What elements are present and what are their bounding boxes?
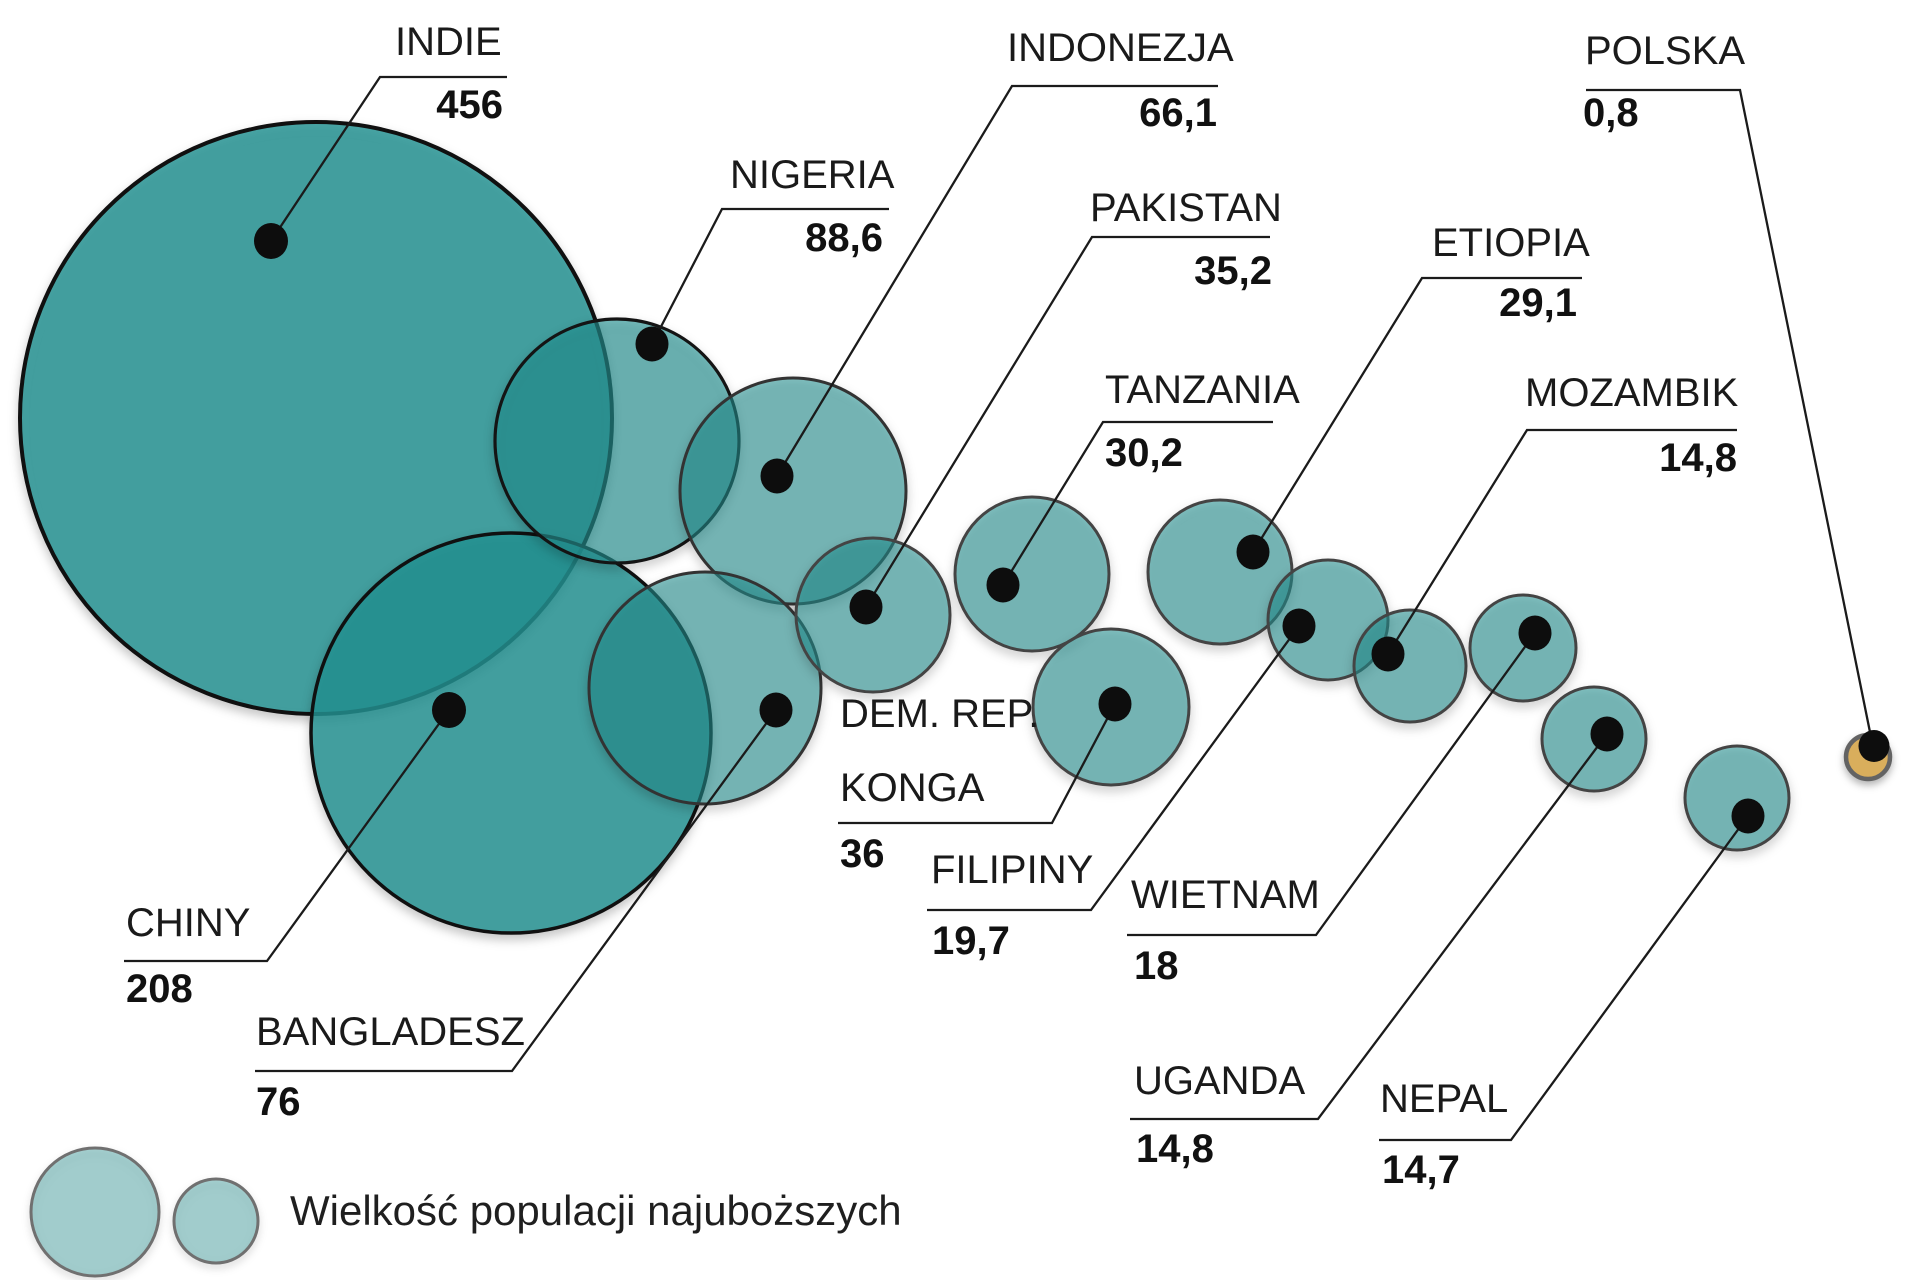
leader-line-nigeria xyxy=(650,207,889,345)
dot-wietnam xyxy=(1518,615,1552,651)
bubble-mozambik xyxy=(1352,608,1468,724)
leader-line-indonezja xyxy=(776,84,1218,477)
dot-tanzania xyxy=(986,567,1020,603)
leader-line-dem-rep-konga xyxy=(838,703,1117,825)
legend-label: Wielkość populacji najuboższych xyxy=(290,1187,902,1234)
leader-line-uganda xyxy=(1130,733,1608,1121)
dot-indonezja xyxy=(760,458,794,494)
leader-line-chiny xyxy=(124,709,450,963)
dot-nepal xyxy=(1731,798,1765,834)
bubble-tanzania xyxy=(953,495,1111,653)
leader-line-indie xyxy=(270,75,507,242)
dot-filipiny xyxy=(1282,608,1316,644)
leader-line-pakistan xyxy=(865,235,1270,608)
leader-line-nepal xyxy=(1379,815,1749,1142)
dot-indie xyxy=(254,223,288,259)
dot-mozambik xyxy=(1371,636,1405,672)
dot-chiny xyxy=(432,692,466,728)
dot-dem-rep-konga xyxy=(1098,686,1132,722)
leader-line-etiopia xyxy=(1252,276,1582,553)
leader-line-polska xyxy=(1586,88,1874,743)
leader-line-mozambik xyxy=(1387,428,1737,655)
dot-bangladesz xyxy=(759,692,793,728)
dot-polska xyxy=(1858,730,1890,762)
dot-etiopia xyxy=(1236,534,1270,570)
bubble-bangladesz xyxy=(587,570,823,806)
leader-line-tanzania xyxy=(1002,420,1273,586)
legend-circle-large xyxy=(29,1146,161,1278)
dot-pakistan xyxy=(849,589,883,625)
leader-line-bangladesz xyxy=(255,709,777,1073)
legend-circle-small xyxy=(172,1177,260,1265)
dot-uganda xyxy=(1590,716,1624,752)
leader-line-filipiny xyxy=(927,625,1300,912)
leader-line-wietnam xyxy=(1127,632,1536,937)
dot-nigeria xyxy=(635,326,669,362)
bubble-nepal xyxy=(1683,744,1791,852)
